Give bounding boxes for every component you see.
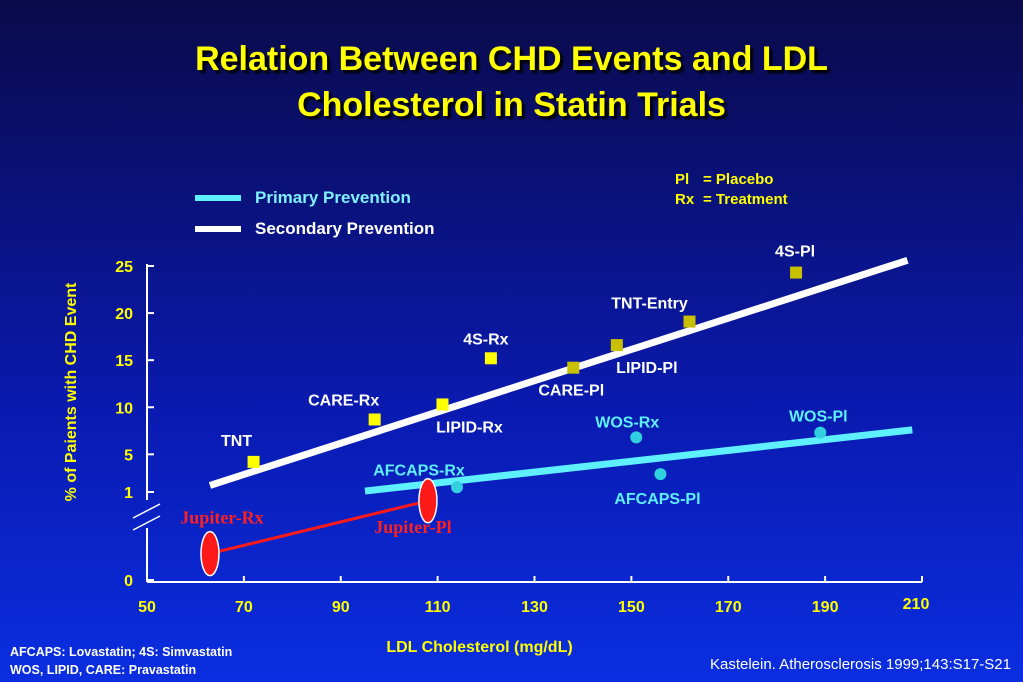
x-tick-label: 90 xyxy=(332,599,350,616)
point-label-care-rx: CARE-Rx xyxy=(308,392,379,409)
title-line-2: Cholesterol in Statin Trials xyxy=(297,86,726,124)
y-tick-label: 10 xyxy=(115,400,133,417)
abbreviation-value-pl: = Placebo xyxy=(703,171,774,188)
point-label-wos-pl: WOS-Pl xyxy=(789,409,848,426)
marker-tnt xyxy=(247,455,260,468)
legend-item-secondary: Secondary Prevention xyxy=(195,213,435,244)
x-tick-label: 150 xyxy=(618,599,645,616)
point-label-lipid-pl: LIPID-Pl xyxy=(616,360,677,377)
abbreviation-value-rx: = Treatment xyxy=(703,191,788,208)
point-label-4s-rx: 4S-Rx xyxy=(463,331,508,348)
x-tick-label: 50 xyxy=(138,599,156,616)
point-label-afcaps-rx: AFCAPS-Rx xyxy=(373,462,465,479)
point-label-4s-pl: 4S-Pl xyxy=(775,244,815,261)
x-axis-label: LDL Cholesterol (mg/dL) xyxy=(386,639,572,656)
point-label-tnt-entry: TNT-Entry xyxy=(611,296,688,313)
x-tick-label: 130 xyxy=(521,599,548,616)
marker-lipid-rx xyxy=(436,398,449,411)
marker-afcaps-rx xyxy=(451,481,463,494)
abbreviation-placebo: Pl = Placebo xyxy=(675,170,788,190)
marker-tnt-entry xyxy=(683,315,696,328)
chart-title: Relation Between CHD Events and LDL Chol… xyxy=(0,36,1023,128)
footnote-line-2: WOS, LIPID, CARE: Pravastatin xyxy=(10,663,197,677)
abbreviation-treatment: Rx = Treatment xyxy=(675,190,788,210)
y-axis-label: % of Paients with CHD Event xyxy=(63,282,80,501)
y-tick-label: 1 xyxy=(124,485,133,502)
abbreviation-key-pl: Pl xyxy=(675,171,690,188)
marker-jupiter-pl xyxy=(418,478,438,524)
point-label-jupiter-rx: Jupiter-Rx xyxy=(180,508,263,528)
abbreviation-key-rx: Rx xyxy=(675,191,695,208)
point-label-jupiter-pl: Jupiter-Pl xyxy=(374,517,451,537)
x-tick-label: 70 xyxy=(235,599,253,616)
marker-jupiter-rx xyxy=(200,530,220,577)
axis-break-mark-1 xyxy=(132,503,161,519)
x-tick-label: 190 xyxy=(812,599,839,616)
marker-4s-rx xyxy=(484,352,497,365)
trend-line-primary xyxy=(364,426,913,495)
marker-wos-rx xyxy=(630,431,643,444)
marker-care-pl xyxy=(567,361,580,374)
marker-lipid-pl xyxy=(610,339,623,352)
trend-line-secondary xyxy=(208,257,909,489)
point-label-tnt: TNT xyxy=(221,433,252,450)
point-label-afcaps-pl: AFCAPS-Pl xyxy=(614,491,700,508)
footnote: AFCAPS: Lovastatin; 4S: Simvastatin WOS,… xyxy=(10,643,232,679)
title-line-1: Relation Between CHD Events and LDL xyxy=(195,40,828,78)
point-label-lipid-rx: LIPID-Rx xyxy=(436,419,503,436)
marker-care-rx xyxy=(368,413,381,426)
marker-4s-pl xyxy=(790,266,803,279)
footnote-line-1: AFCAPS: Lovastatin; 4S: Simvastatin xyxy=(10,645,233,659)
axis-break-mark-2 xyxy=(132,515,161,531)
point-label-care-pl: CARE-Pl xyxy=(538,383,604,400)
x-tick-label: 210 xyxy=(903,596,930,613)
y-tick-label: 25 xyxy=(115,259,133,276)
legend-swatch-secondary xyxy=(195,225,241,232)
x-tick-label: 170 xyxy=(715,599,742,616)
legend-label-secondary: Secondary Prevention xyxy=(255,218,435,238)
abbreviation-key: Pl = Placebo Rx = Treatment xyxy=(675,170,788,210)
y-tick-label: 5 xyxy=(124,447,133,464)
legend: Primary Prevention Secondary Prevention xyxy=(195,182,435,244)
y-tick-label: 20 xyxy=(115,306,133,323)
legend-item-primary: Primary Prevention xyxy=(195,182,435,213)
citation: Kastelein. Atherosclerosis 1999;143:S17-… xyxy=(709,656,1011,673)
legend-label-primary: Primary Prevention xyxy=(255,187,411,207)
point-label-wos-rx: WOS-Rx xyxy=(595,414,659,431)
y-tick-label: 15 xyxy=(115,353,133,370)
legend-swatch-primary xyxy=(195,194,241,201)
y-tick-label: 0 xyxy=(124,573,133,590)
marker-afcaps-pl xyxy=(654,468,667,481)
x-tick-label: 110 xyxy=(425,599,451,616)
marker-wos-pl xyxy=(814,426,827,439)
trend-line-jupiter xyxy=(209,499,429,556)
